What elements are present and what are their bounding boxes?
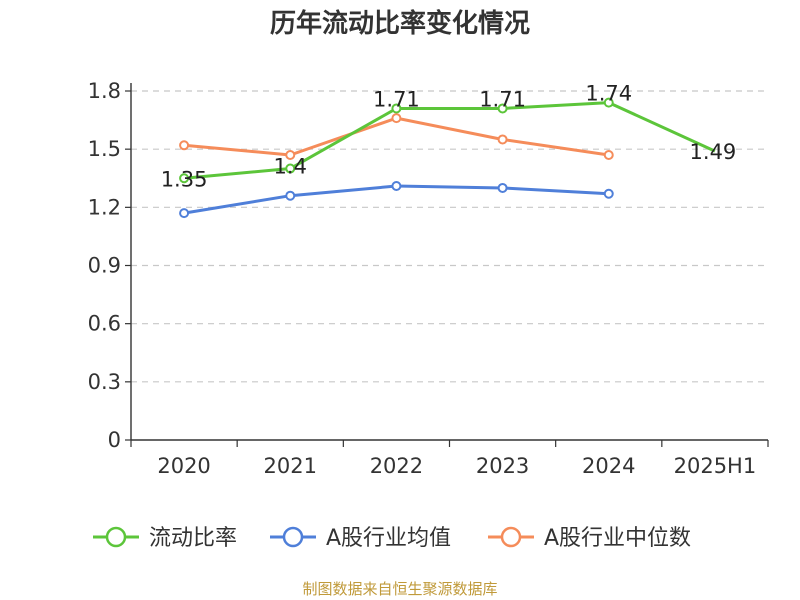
y-tick-label: 0 xyxy=(108,428,121,452)
x-tick-label: 2023 xyxy=(476,454,529,478)
data-point xyxy=(179,208,190,219)
data-point xyxy=(179,140,190,151)
legend-swatch-marker xyxy=(282,526,304,548)
legend-label: A股行业中位数 xyxy=(544,526,691,551)
legend: 流动比率 A股行业均值 A股行业中位数 xyxy=(93,526,691,551)
legend-swatch-marker xyxy=(105,526,127,548)
y-tick-label: 0.6 xyxy=(88,312,121,336)
data-point xyxy=(285,149,296,160)
data-point xyxy=(391,103,402,114)
grid xyxy=(131,90,768,383)
data-point xyxy=(285,190,296,201)
data-point xyxy=(497,182,508,193)
y-tick-label: 1.5 xyxy=(88,137,121,161)
legend-label: A股行业均值 xyxy=(326,526,451,551)
x-tick-label: 2021 xyxy=(264,454,317,478)
data-point xyxy=(391,113,402,124)
legend-swatch-marker xyxy=(500,526,522,548)
x-tick-label: 2022 xyxy=(370,454,423,478)
data-label: 1.71 xyxy=(373,87,420,111)
source-note: 制图数据来自恒生聚源数据库 xyxy=(302,580,497,598)
data-label: 1.49 xyxy=(690,140,737,164)
y-tick-label: 0.3 xyxy=(88,370,121,394)
chart-title: 历年流动比率变化情况 xyxy=(270,8,530,39)
y-tick-label: 0.9 xyxy=(88,254,121,278)
x-tick-label: 2024 xyxy=(582,454,635,478)
series-line xyxy=(183,101,716,180)
data-point xyxy=(497,134,508,145)
x-tick-label: 2025H1 xyxy=(674,454,757,478)
axes: 0 0.3 0.6 0.9 1.2 1.5 1.8 2020 2021 2022 2023 2024 2… xyxy=(88,79,769,478)
data-point xyxy=(497,103,508,114)
x-tick-label: 2020 xyxy=(157,454,210,478)
data-labels: 1.35 1.4 1.71 1.71 1.74 1.49 xyxy=(161,82,737,192)
data-point xyxy=(179,173,190,184)
data-point xyxy=(391,181,402,192)
series-group xyxy=(179,97,716,219)
data-label: 1.74 xyxy=(585,82,632,106)
data-point xyxy=(603,97,614,108)
data-label: 1.71 xyxy=(479,87,526,111)
data-label: 1.4 xyxy=(274,155,307,179)
y-tick-label: 1.8 xyxy=(88,79,121,103)
legend-label: 流动比率 xyxy=(149,526,237,551)
data-point xyxy=(603,149,614,160)
data-point xyxy=(603,188,614,199)
data-point xyxy=(285,163,296,174)
data-label: 1.35 xyxy=(161,167,208,191)
y-tick-label: 1.2 xyxy=(88,195,121,219)
